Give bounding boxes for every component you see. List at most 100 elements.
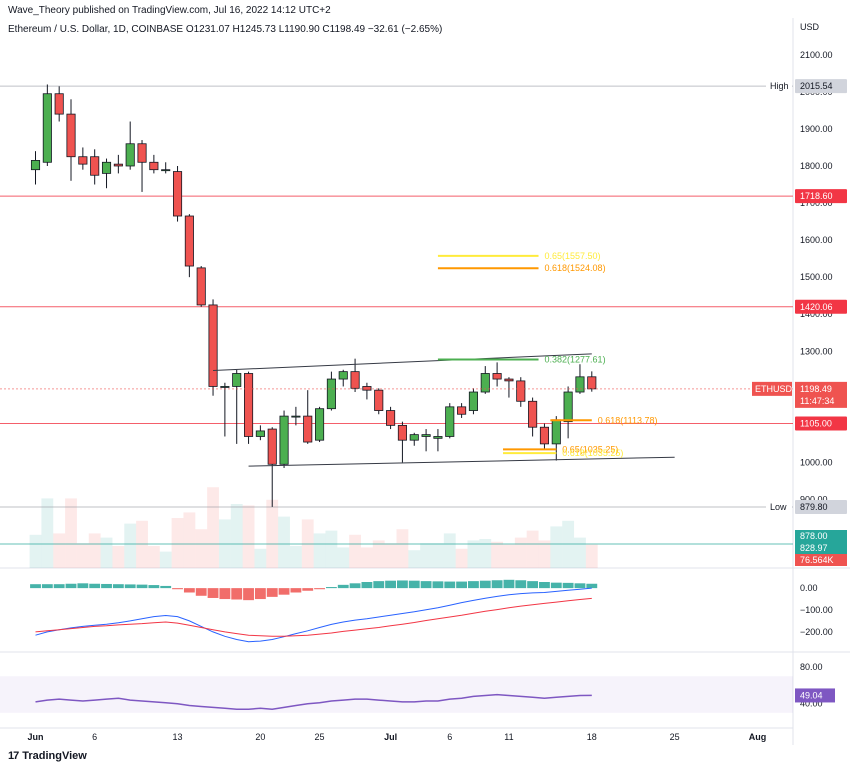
volume-bar xyxy=(278,516,290,568)
fib-label: 0.65(1557.50) xyxy=(545,251,601,261)
volume-bar xyxy=(159,551,172,568)
macd-histogram-bar xyxy=(527,581,539,589)
fib-label: 0.65(1035.25) xyxy=(562,444,618,454)
volume-bar xyxy=(147,546,160,568)
macd-histogram-bar xyxy=(337,584,349,589)
candle-body xyxy=(575,376,585,393)
macd-histogram-bar xyxy=(278,588,290,595)
volume-bar xyxy=(585,544,598,568)
time-tick-label: 11 xyxy=(504,732,513,742)
macd-tick-label: −200.00 xyxy=(800,627,833,637)
time-tick-label: 25 xyxy=(315,732,325,742)
candle-body xyxy=(504,378,514,382)
tradingview-logo[interactable]: 17 TradingView xyxy=(8,750,87,762)
time-axis: Jun 6 13 20 25 Jul 6 11 18 25 Aug xyxy=(27,732,766,742)
volume-bar xyxy=(550,526,563,568)
volume-bar xyxy=(443,533,456,568)
macd-tick-label: −100.00 xyxy=(800,605,833,615)
candle-body xyxy=(480,373,490,393)
volume-bar xyxy=(207,487,219,568)
channel-line xyxy=(213,353,592,372)
macd-histogram-bar xyxy=(65,583,77,589)
macd-histogram-bar xyxy=(302,588,314,591)
macd-histogram-bar xyxy=(77,583,89,589)
candle-body xyxy=(421,434,431,437)
candle-body xyxy=(208,304,218,387)
volume-bar xyxy=(574,537,586,568)
candle-body xyxy=(551,419,561,445)
price-tag-bg xyxy=(795,299,847,314)
candle-body xyxy=(409,434,419,441)
candle-body xyxy=(457,406,467,415)
candle-body xyxy=(279,415,289,465)
fib-label: 0.618(1524.08) xyxy=(545,263,606,273)
volume-bar xyxy=(76,543,89,568)
candles xyxy=(30,84,597,507)
candle-body xyxy=(445,406,455,437)
macd-histogram-bar xyxy=(539,582,550,589)
rsi-tag-bg xyxy=(795,688,835,703)
macd-histogram-bar xyxy=(89,583,101,589)
extra-tag: 828.97 xyxy=(800,543,828,553)
macd-histogram-bar xyxy=(349,583,361,589)
price-tag: 879.80 xyxy=(800,502,828,512)
symbol-tag-bg xyxy=(752,381,792,396)
candle-body xyxy=(303,415,313,443)
last-price-tag-bg xyxy=(795,381,847,408)
macd-histogram-bar xyxy=(456,581,468,589)
candle-body xyxy=(315,408,325,441)
macd-line xyxy=(35,587,592,643)
volume-bar xyxy=(372,540,385,568)
time-tick-label: Jul xyxy=(384,732,397,742)
macd-histogram-bar xyxy=(41,584,53,589)
volume-bar xyxy=(266,499,279,568)
channel-lines xyxy=(213,353,675,467)
macd-histogram-bar xyxy=(444,581,456,589)
price-tick-label: 2100.00 xyxy=(800,50,833,60)
symbol-info: Ethereum / U.S. Dollar, 1D, COINBASE O12… xyxy=(8,24,443,35)
macd-histogram-bar xyxy=(183,588,195,593)
volume-bar xyxy=(313,533,326,568)
macd-histogram-bar xyxy=(53,584,65,589)
candle-body xyxy=(42,93,52,163)
symbol-tag: ETHUSD xyxy=(755,384,793,394)
candle-body xyxy=(255,430,265,437)
volume-bar xyxy=(384,543,397,568)
macd-histogram-bar xyxy=(266,588,278,597)
volume-bar xyxy=(396,529,409,568)
extra-tag-bg xyxy=(795,554,847,566)
candle-body xyxy=(397,424,407,441)
macd-histogram-bar xyxy=(491,580,503,589)
volume-bar xyxy=(65,498,77,568)
macd-histogram-bar xyxy=(314,588,325,590)
candle-body xyxy=(516,380,526,402)
price-tag-bg xyxy=(795,189,847,204)
tag-label-bg xyxy=(766,500,792,513)
candle-body xyxy=(125,143,135,167)
time-tick-label: 13 xyxy=(173,732,183,742)
macd-histogram-bar xyxy=(479,580,491,589)
time-tick-label: 6 xyxy=(447,732,452,742)
extra-tag: 878.00 xyxy=(800,531,828,541)
price-tick-label: 1500.00 xyxy=(800,272,833,282)
rsi-tag: 49.04 xyxy=(800,690,823,700)
macd-histogram-bar xyxy=(586,583,598,589)
tag-label-bg xyxy=(766,80,792,93)
candle-body xyxy=(528,400,538,428)
volume-bar xyxy=(53,533,66,568)
macd-histogram-bar xyxy=(160,585,172,589)
price-tag: 1718.60 xyxy=(800,191,833,201)
volume-bar xyxy=(479,539,492,568)
macd-histogram-bar xyxy=(124,584,136,589)
volume-bar xyxy=(230,504,243,568)
last-price-tag: 1198.49 xyxy=(800,384,832,394)
time-tick-label: 20 xyxy=(255,732,265,742)
extra-tag-bg xyxy=(795,530,847,542)
macd-histogram-bar xyxy=(397,580,408,589)
high-low-tag: Low xyxy=(770,502,787,512)
volume-bar xyxy=(88,533,101,568)
candle-body xyxy=(30,160,41,171)
macd-histogram-bar xyxy=(408,580,420,589)
